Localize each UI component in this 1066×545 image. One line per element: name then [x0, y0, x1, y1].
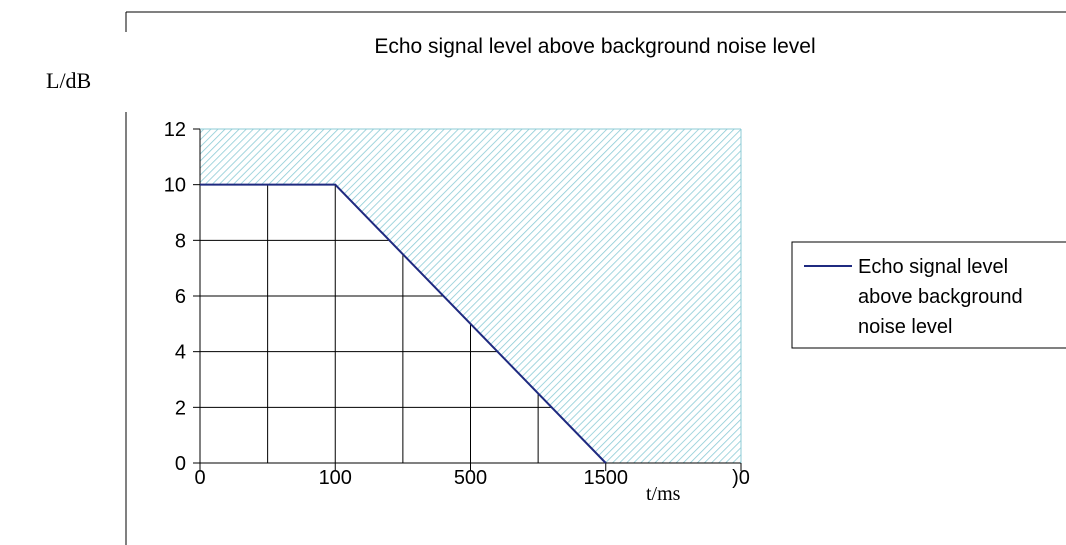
legend-box: [791, 241, 1066, 349]
x-tick-labels: 0 100 500 1500 )0: [194, 467, 749, 489]
x-tick-label: 0: [194, 467, 205, 489]
y-tick-label: 4: [175, 342, 186, 364]
legend-label-line1: Echo signal level: [858, 256, 1008, 278]
y-tick-label: 10: [164, 175, 186, 197]
y-tick-label: 6: [175, 286, 186, 308]
chart-title: Echo signal level above background noise…: [374, 35, 815, 58]
legend: Echo signal level above background noise…: [791, 241, 1066, 349]
x-tick-label: 1500: [584, 467, 629, 489]
y-tick-label: 0: [175, 453, 186, 475]
x-tick-label: )0: [732, 467, 750, 489]
x-axis-label: t/ms: [646, 483, 681, 505]
x-tick-label: 500: [454, 467, 487, 489]
y-tick-label: 12: [164, 119, 186, 141]
y-tick-label: 2: [175, 397, 186, 419]
legend-label-line3: noise level: [858, 316, 953, 338]
y-tick-label: 8: [175, 230, 186, 252]
legend-label-line2: above background: [858, 286, 1023, 308]
axes: [193, 128, 742, 471]
x-tick-label: 100: [319, 467, 352, 489]
y-axis-label: L/dB: [46, 68, 91, 93]
y-tick-labels: 0 2 4 6 8 10 12: [164, 119, 186, 475]
shaded-region: [200, 129, 741, 463]
